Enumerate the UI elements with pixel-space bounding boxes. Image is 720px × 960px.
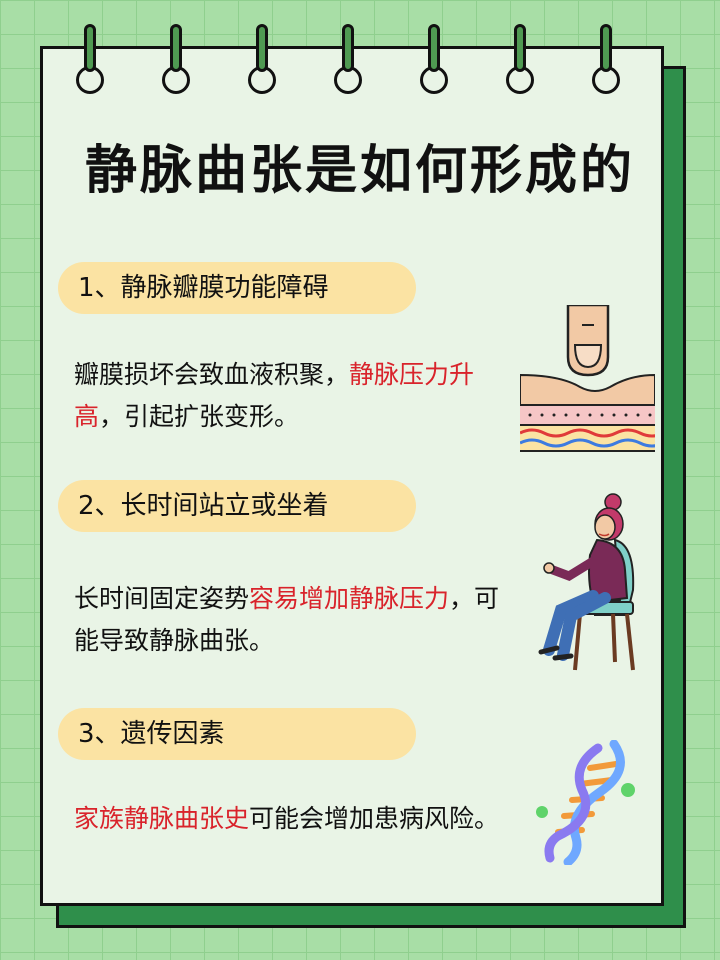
spiral-ring-icon: [592, 24, 620, 94]
dna-helix-icon: [536, 740, 635, 865]
spiral-ring-icon: [248, 24, 276, 94]
spiral-ring-icon: [506, 24, 534, 94]
section-heading-2: 2、长时间站立或坐着: [58, 480, 416, 532]
finger-pressing-skin-icon: [520, 305, 655, 455]
spiral-ring-icon: [420, 24, 448, 94]
spiral-ring-icon: [334, 24, 362, 94]
spiral-ring-icon: [76, 24, 104, 94]
woman-sitting-icon: [538, 493, 635, 671]
section-heading-3: 3、遗传因素: [58, 708, 416, 760]
section-body-2: 长时间固定姿势容易增加静脉压力，可能导致静脉曲张。: [74, 584, 500, 655]
page-title: 静脉曲张是如何形成的: [84, 141, 635, 201]
section-body-3: 家族静脉曲张史可能会增加患病风险。: [74, 804, 500, 833]
spiral-ring-icon: [162, 24, 190, 94]
section-body-1: 瓣膜损坏会致血液积聚，静脉压力升高，引起扩张变形。: [74, 360, 475, 431]
notebook-paper: [40, 46, 664, 906]
section-heading-1: 1、静脉瓣膜功能障碍: [58, 262, 416, 314]
